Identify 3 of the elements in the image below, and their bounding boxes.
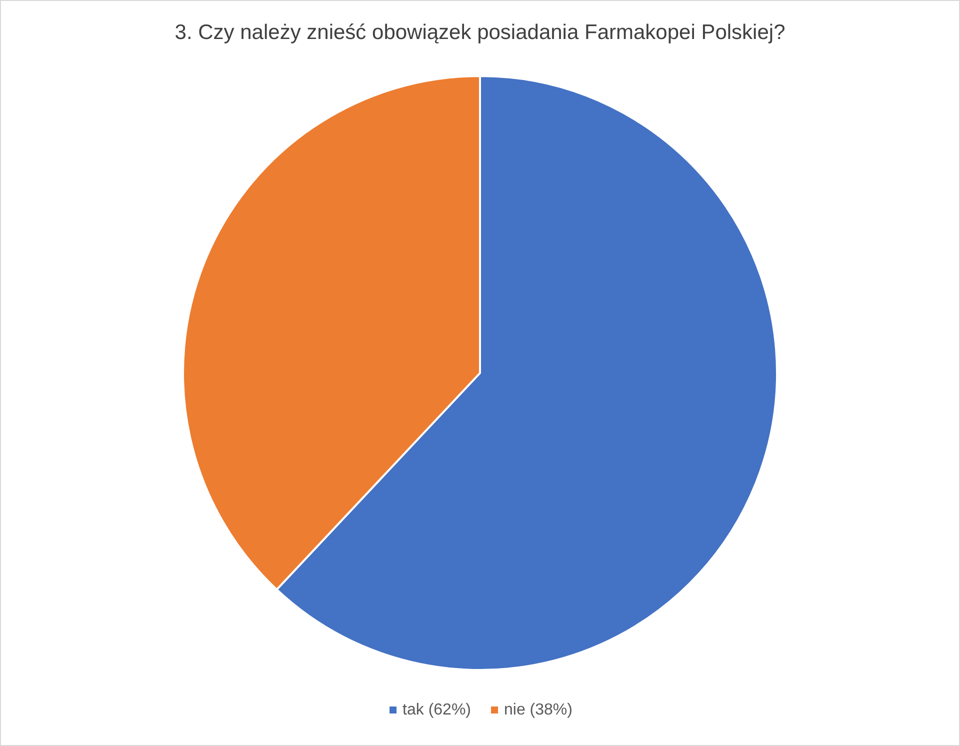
chart-title: 3. Czy należy znieść obowiązek posiadania Farmakopei Polskiej?: [174, 21, 786, 44]
legend-label: nie (38%): [504, 702, 572, 718]
legend-label: tak (62%): [402, 702, 471, 718]
